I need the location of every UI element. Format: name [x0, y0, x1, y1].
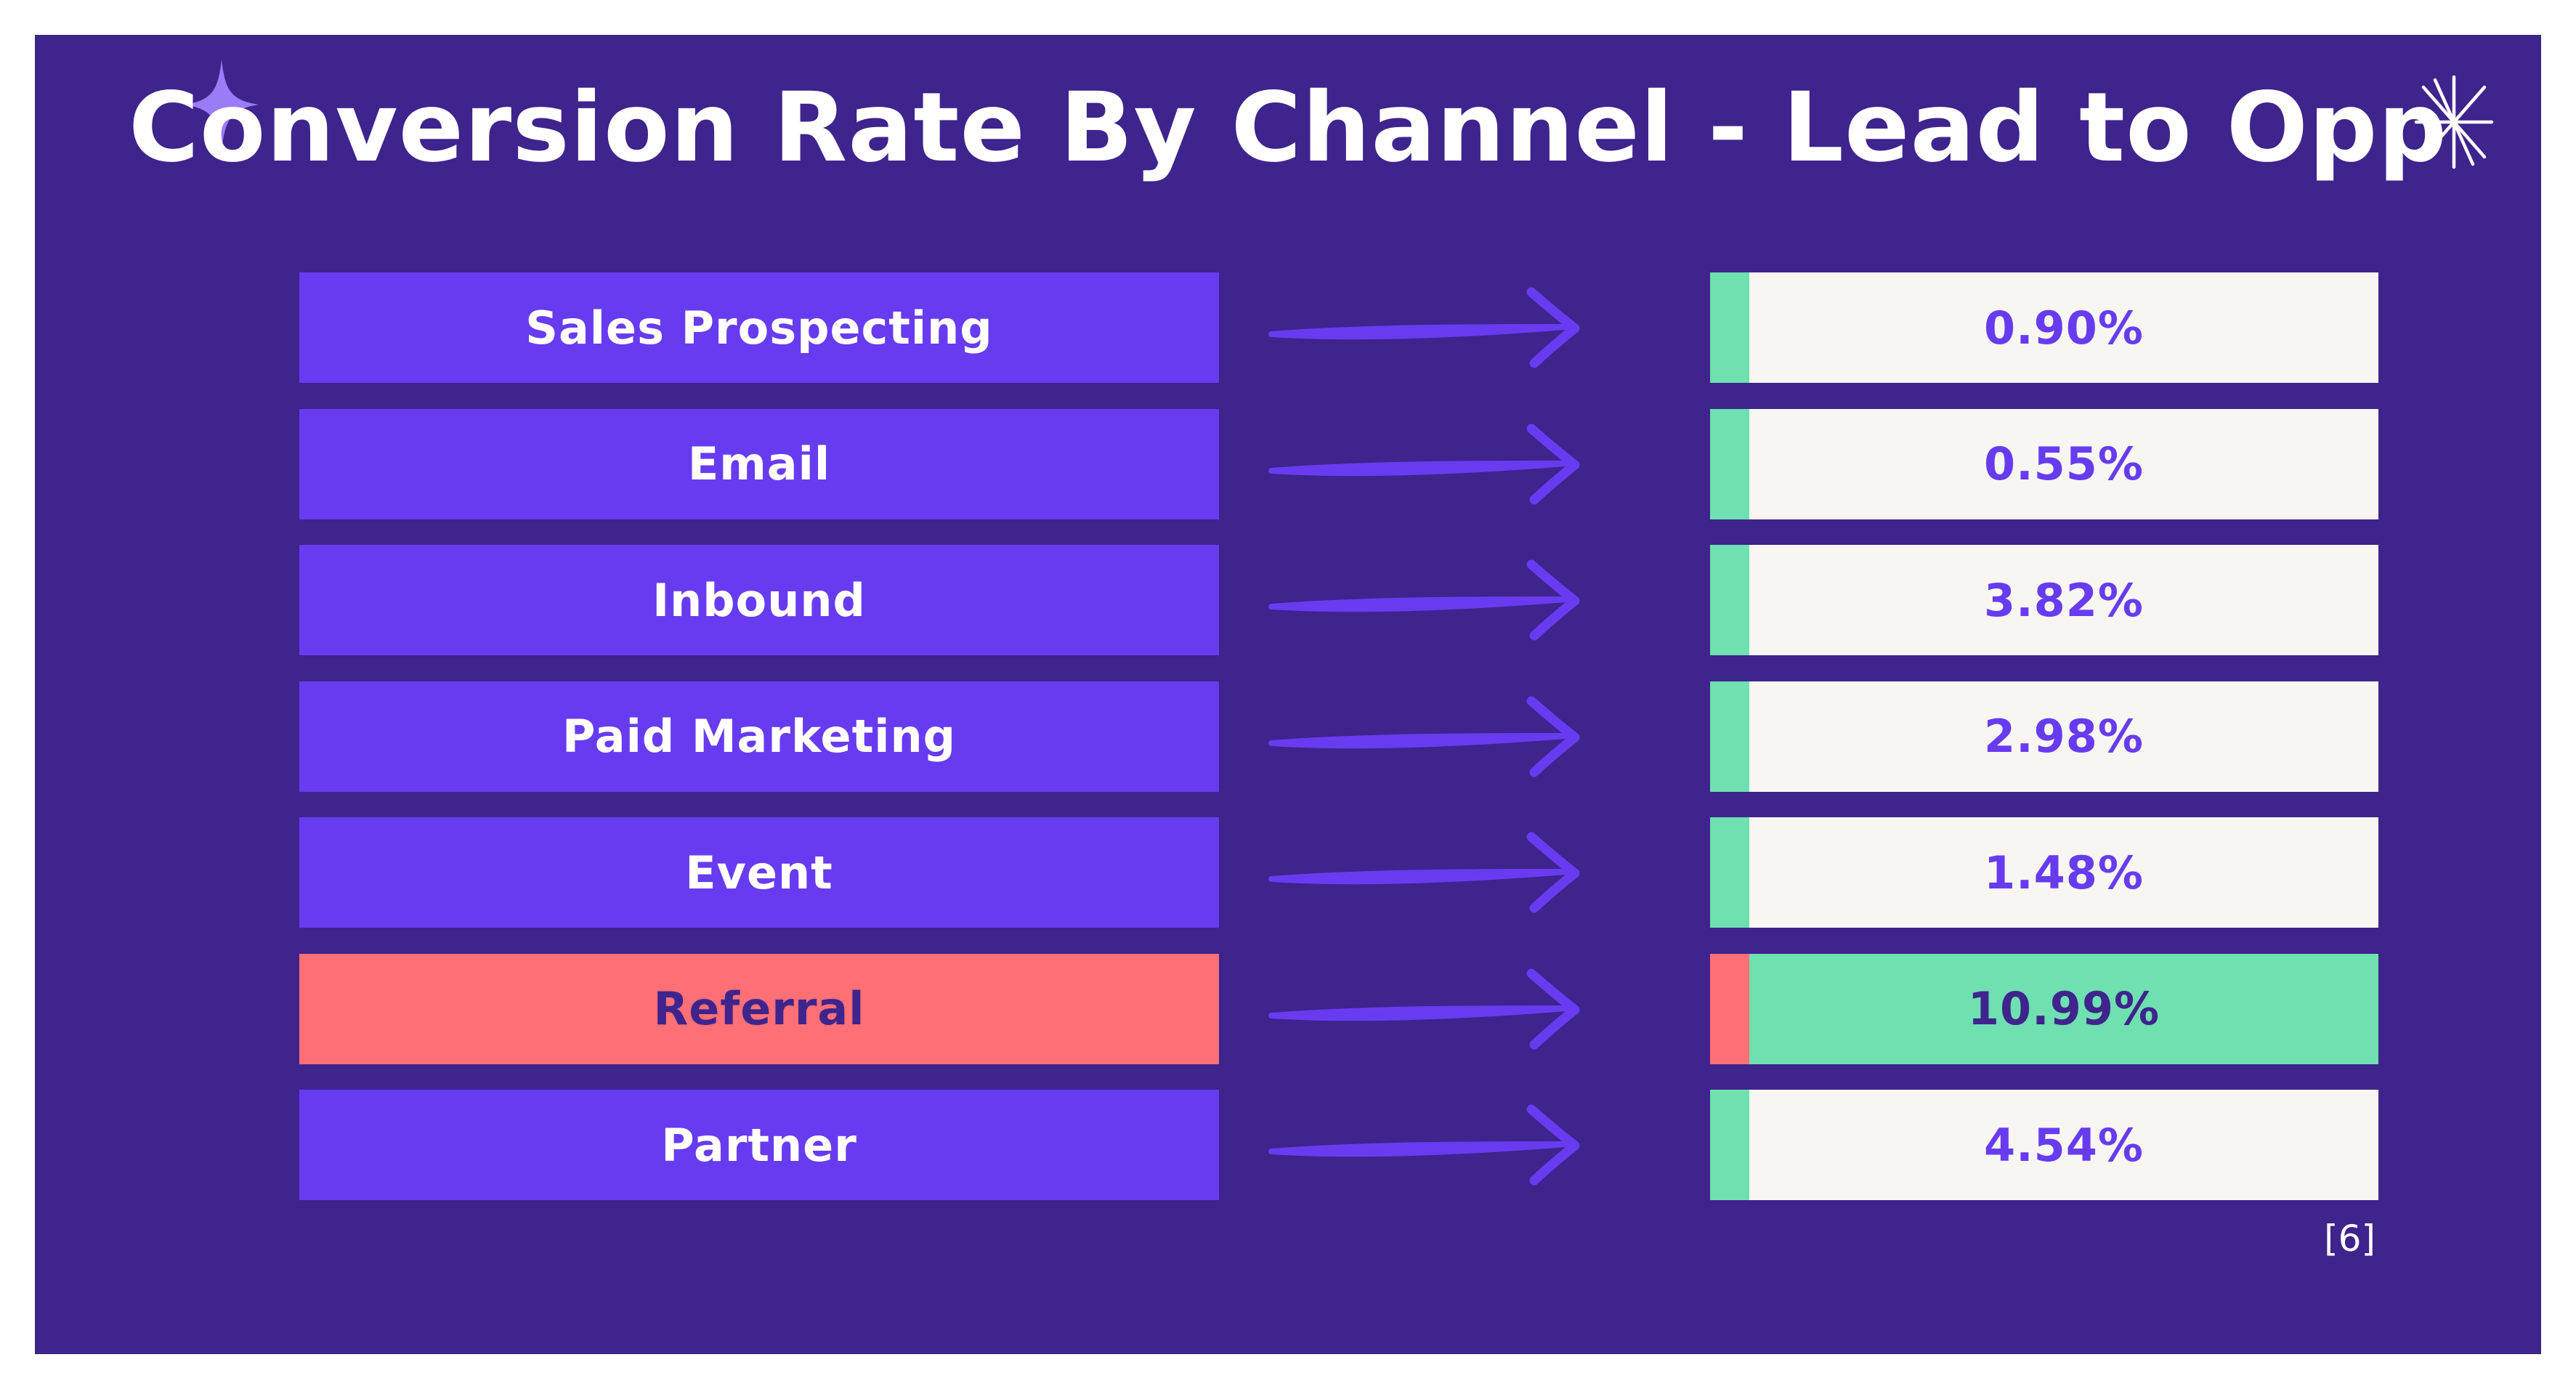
rate-value-box: 4.54%: [1710, 1090, 2378, 1200]
channel-label: Email: [299, 408, 1219, 519]
rate-value-box: 3.82%: [1710, 545, 2378, 655]
rate-value-label: 10.99%: [1967, 982, 2160, 1035]
footnote-reference: [6]: [2324, 1218, 2375, 1260]
rate-value-label: 2.98%: [1983, 710, 2144, 763]
table-row: Email 0.55%: [0, 408, 2576, 519]
right-arrow-icon: [1268, 832, 1580, 913]
rate-value-box: 1.48%: [1710, 817, 2378, 928]
channel-label: Referral: [299, 953, 1219, 1064]
sparkle-icon: [185, 60, 259, 151]
right-arrow-icon: [1268, 1104, 1580, 1186]
table-row: Inbound 3.82%: [0, 545, 2576, 655]
rate-accent-bar: [1710, 1090, 1749, 1200]
table-row: Event 1.48%: [0, 817, 2576, 928]
table-row: Partner 4.54%: [0, 1090, 2576, 1200]
rate-value-box: 0.55%: [1710, 408, 2378, 519]
rate-value-label: 4.54%: [1983, 1118, 2144, 1172]
rate-value-label: 3.82%: [1983, 573, 2144, 627]
rate-accent-bar: [1710, 817, 1749, 928]
channel-label: Sales Prospecting: [299, 272, 1219, 383]
rate-value-label: 0.55%: [1983, 437, 2144, 490]
rate-value-label: 1.48%: [1983, 846, 2144, 899]
table-row: Paid Marketing 2.98%: [0, 681, 2576, 792]
rate-value-box: 0.90%: [1710, 272, 2378, 383]
right-arrow-icon: [1268, 287, 1580, 368]
rate-accent-bar: [1710, 408, 1749, 519]
right-arrow-icon: [1268, 424, 1580, 504]
right-arrow-icon: [1268, 559, 1580, 641]
rate-accent-bar: [1710, 545, 1749, 655]
channel-label: Partner: [299, 1090, 1219, 1200]
table-row: Sales Prospecting 0.90%: [0, 272, 2576, 383]
rate-accent-bar: [1710, 681, 1749, 792]
table-row: Referral 10.99%: [0, 953, 2576, 1064]
rate-accent-bar: [1710, 272, 1749, 383]
asterisk-icon: [2414, 75, 2494, 169]
rate-accent-bar: [1710, 953, 1749, 1064]
channel-label: Paid Marketing: [299, 681, 1219, 792]
right-arrow-icon: [1268, 696, 1580, 777]
right-arrow-icon: [1268, 968, 1580, 1049]
channel-label: Inbound: [299, 545, 1219, 655]
channel-label: Event: [299, 817, 1219, 928]
rate-value-box: 2.98%: [1710, 681, 2378, 792]
rate-value-label: 0.90%: [1983, 301, 2144, 355]
page-title: Conversion Rate By Channel - Lead to Opp: [129, 72, 2447, 184]
rate-value-box: 10.99%: [1710, 953, 2378, 1064]
